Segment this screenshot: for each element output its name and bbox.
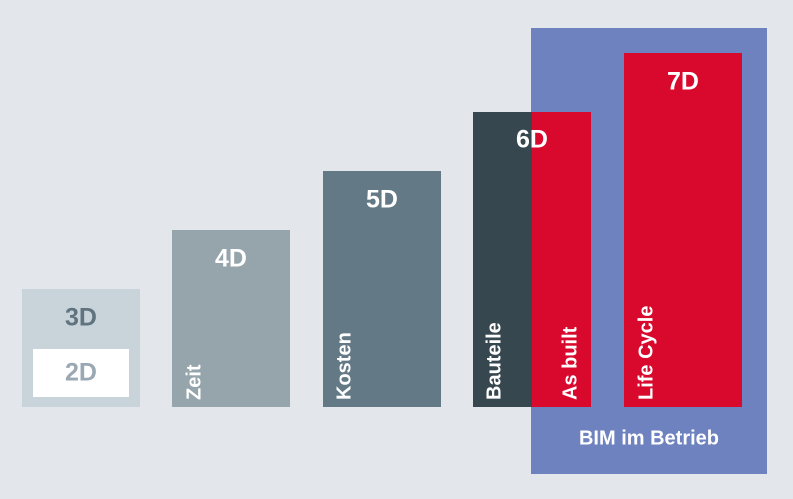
block-label: 2D — [65, 359, 97, 387]
block-label: 6D — [516, 126, 548, 154]
block-label: 3D — [65, 304, 97, 332]
block-4d — [172, 230, 290, 407]
block-5d — [323, 171, 441, 407]
block-label: 7D — [667, 68, 699, 96]
block-caption: Bauteile — [483, 322, 505, 400]
block-caption: Kosten — [333, 332, 355, 400]
block-2d — [33, 349, 129, 397]
block-6d-red — [532, 112, 591, 407]
group-label: BIM im Betrieb — [579, 427, 719, 449]
block-label: 5D — [366, 186, 398, 214]
block-caption: Zeit — [183, 364, 205, 400]
block-label: 4D — [215, 245, 247, 273]
block-7d — [624, 53, 742, 407]
block-caption: As built — [559, 326, 581, 400]
block-caption: Life Cycle — [635, 306, 657, 400]
block-6d-dark — [473, 112, 532, 407]
